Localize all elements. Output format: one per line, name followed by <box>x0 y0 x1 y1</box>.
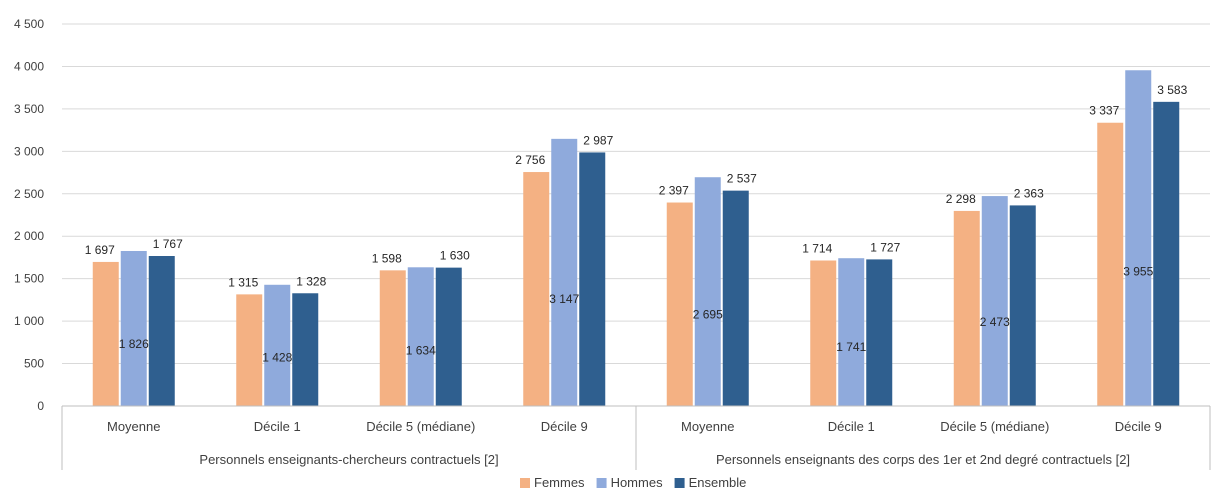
bar-ensemble <box>435 267 462 406</box>
legend-swatch <box>674 478 685 488</box>
bar-ensemble <box>148 256 175 406</box>
data-label: 1 697 <box>85 243 115 257</box>
data-label: 1 428 <box>262 351 292 365</box>
bar-hommes <box>838 258 865 406</box>
x-category-label: Décile 9 <box>1115 419 1162 434</box>
data-label: 1 315 <box>228 275 258 289</box>
legend-label: Femmes <box>534 475 585 490</box>
bar-ensemble <box>722 190 749 406</box>
legend-swatch <box>596 478 607 488</box>
data-label: 1 714 <box>802 242 832 256</box>
x-axis: Moyenne Décile 1 Décile 5 (médiane) Décile … <box>61 405 1211 470</box>
x-category-label: Moyenne <box>107 419 160 434</box>
y-tick-label: 4 500 <box>14 17 44 31</box>
bar-hommes <box>551 138 578 406</box>
data-label: 2 298 <box>946 192 976 206</box>
data-label: 3 955 <box>1123 265 1153 279</box>
bar-femmes <box>810 260 837 406</box>
data-label: 1 826 <box>119 337 149 351</box>
y-axis: 0 500 1 000 1 500 2 000 2 500 3 000 3 500 4 000 4… <box>14 17 44 413</box>
x-category-label: Décile 5 (médiane) <box>940 419 1049 434</box>
data-label: 2 473 <box>980 315 1010 329</box>
y-tick-label: 1 000 <box>14 314 44 328</box>
data-label: 1 727 <box>870 240 900 254</box>
bar-hommes <box>981 196 1008 406</box>
x-category-label: Décile 1 <box>828 419 875 434</box>
bar-hommes <box>694 177 721 406</box>
legend-swatch <box>520 478 530 488</box>
data-label: 2 363 <box>1014 186 1044 200</box>
bar-ensemble <box>292 293 319 406</box>
y-tick-label: 2 500 <box>14 187 44 201</box>
bars <box>92 70 1180 407</box>
bar-hommes <box>1125 70 1152 407</box>
gridlines <box>62 23 1210 407</box>
data-labels: 1 697 1 826 1 767 1 315 1 428 1 328 1 598 1 634… <box>85 83 1188 365</box>
bar-femmes <box>92 261 119 406</box>
bar-ensemble <box>866 259 893 406</box>
legend-label: Hommes <box>611 475 664 490</box>
data-label: 1 598 <box>372 251 402 265</box>
data-label: 2 695 <box>693 307 723 321</box>
bar-femmes <box>666 202 693 406</box>
legend: Femmes Hommes Ensemble <box>520 475 746 490</box>
y-tick-label: 3 500 <box>14 102 44 116</box>
bar-ensemble <box>1153 101 1180 406</box>
x-category-label: Décile 9 <box>541 419 588 434</box>
bar-hommes <box>264 284 291 406</box>
y-tick-label: 1 500 <box>14 272 44 286</box>
data-label: 3 337 <box>1089 104 1119 118</box>
data-label: 2 987 <box>583 133 613 147</box>
y-tick-label: 0 <box>37 399 44 413</box>
legend-label: Ensemble <box>689 475 747 490</box>
data-label: 3 147 <box>549 292 579 306</box>
data-label: 2 397 <box>659 184 689 198</box>
bar-hommes <box>407 267 434 406</box>
bar-femmes <box>1097 122 1124 407</box>
data-label: 1 741 <box>836 340 866 354</box>
data-label: 1 767 <box>153 237 183 251</box>
y-tick-label: 4 000 <box>14 59 44 73</box>
data-label: 2 756 <box>515 153 545 167</box>
x-category-label: Moyenne <box>681 419 734 434</box>
bar-hommes <box>120 250 147 406</box>
data-label: 3 583 <box>1157 83 1187 97</box>
x-category-label: Décile 5 (médiane) <box>366 419 475 434</box>
bar-femmes <box>523 172 550 406</box>
y-tick-label: 500 <box>24 357 44 371</box>
bar-femmes <box>236 294 263 406</box>
data-label: 1 634 <box>406 344 436 358</box>
x-group-label: Personnels enseignants-chercheurs contra… <box>199 452 498 467</box>
x-category-label: Décile 1 <box>254 419 301 434</box>
bar-femmes <box>953 210 980 406</box>
bar-ensemble <box>1009 205 1036 406</box>
y-tick-label: 2 000 <box>14 229 44 243</box>
data-label: 1 328 <box>296 274 326 288</box>
bar-ensemble <box>579 152 606 406</box>
data-label: 2 537 <box>727 172 757 186</box>
bar-femmes <box>379 270 406 406</box>
x-group-label: Personnels enseignants des corps des 1er… <box>716 452 1130 467</box>
data-label: 1 630 <box>440 249 470 263</box>
y-tick-label: 3 000 <box>14 144 44 158</box>
